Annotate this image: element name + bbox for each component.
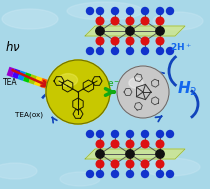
Circle shape xyxy=(126,150,134,158)
Circle shape xyxy=(46,60,110,124)
Circle shape xyxy=(126,160,134,168)
Circle shape xyxy=(156,140,164,148)
Polygon shape xyxy=(85,26,185,36)
Text: H$_2$: H$_2$ xyxy=(177,79,198,98)
Circle shape xyxy=(126,37,134,45)
Ellipse shape xyxy=(0,163,37,179)
Circle shape xyxy=(126,130,134,138)
Circle shape xyxy=(167,47,173,54)
Circle shape xyxy=(156,17,164,25)
Circle shape xyxy=(142,47,148,54)
Circle shape xyxy=(141,37,149,45)
Circle shape xyxy=(111,140,119,148)
Circle shape xyxy=(46,60,110,124)
Circle shape xyxy=(111,17,119,25)
Circle shape xyxy=(156,150,164,158)
Circle shape xyxy=(156,47,164,54)
Ellipse shape xyxy=(60,172,100,186)
Circle shape xyxy=(167,170,173,177)
Circle shape xyxy=(156,27,164,35)
Polygon shape xyxy=(29,74,37,85)
Circle shape xyxy=(87,8,93,15)
Text: 2H$^+$: 2H$^+$ xyxy=(170,41,192,53)
Circle shape xyxy=(87,47,93,54)
Polygon shape xyxy=(18,70,26,81)
Circle shape xyxy=(111,160,119,168)
Circle shape xyxy=(96,160,104,168)
Ellipse shape xyxy=(153,12,203,30)
Circle shape xyxy=(167,130,173,138)
Circle shape xyxy=(126,8,134,15)
Circle shape xyxy=(156,130,164,138)
Circle shape xyxy=(96,37,104,45)
Circle shape xyxy=(126,47,134,54)
Circle shape xyxy=(112,8,118,15)
Circle shape xyxy=(51,65,105,119)
Circle shape xyxy=(141,160,149,168)
Text: $h\nu$: $h\nu$ xyxy=(5,40,21,54)
Text: e$^-$: e$^-$ xyxy=(107,79,120,89)
Circle shape xyxy=(96,150,104,158)
Circle shape xyxy=(142,130,148,138)
Circle shape xyxy=(112,170,118,177)
Ellipse shape xyxy=(129,78,143,88)
Circle shape xyxy=(156,160,164,168)
Circle shape xyxy=(126,170,134,177)
Circle shape xyxy=(48,62,108,122)
Circle shape xyxy=(156,8,164,15)
Polygon shape xyxy=(34,76,42,87)
Circle shape xyxy=(126,17,134,25)
Circle shape xyxy=(141,140,149,148)
Circle shape xyxy=(156,37,164,45)
Circle shape xyxy=(142,8,148,15)
Polygon shape xyxy=(45,80,54,90)
Circle shape xyxy=(142,170,148,177)
Polygon shape xyxy=(7,67,15,77)
Polygon shape xyxy=(23,72,32,83)
Circle shape xyxy=(126,27,134,35)
Circle shape xyxy=(97,170,104,177)
Ellipse shape xyxy=(140,158,200,176)
Ellipse shape xyxy=(67,2,143,20)
Ellipse shape xyxy=(2,9,58,29)
Circle shape xyxy=(167,8,173,15)
Circle shape xyxy=(97,130,104,138)
Circle shape xyxy=(126,140,134,148)
Circle shape xyxy=(49,63,107,121)
Circle shape xyxy=(96,27,104,35)
Circle shape xyxy=(87,130,93,138)
Circle shape xyxy=(117,66,169,118)
Ellipse shape xyxy=(58,74,78,86)
Circle shape xyxy=(97,47,104,54)
Circle shape xyxy=(141,17,149,25)
Text: TEA(ox): TEA(ox) xyxy=(15,111,43,118)
Polygon shape xyxy=(39,78,48,88)
Circle shape xyxy=(97,8,104,15)
Circle shape xyxy=(96,17,104,25)
Circle shape xyxy=(112,47,118,54)
Circle shape xyxy=(112,130,118,138)
Circle shape xyxy=(96,140,104,148)
Circle shape xyxy=(156,170,164,177)
Polygon shape xyxy=(85,149,185,159)
Text: TEA: TEA xyxy=(3,78,18,87)
Circle shape xyxy=(111,37,119,45)
Circle shape xyxy=(87,170,93,177)
Polygon shape xyxy=(12,69,20,79)
